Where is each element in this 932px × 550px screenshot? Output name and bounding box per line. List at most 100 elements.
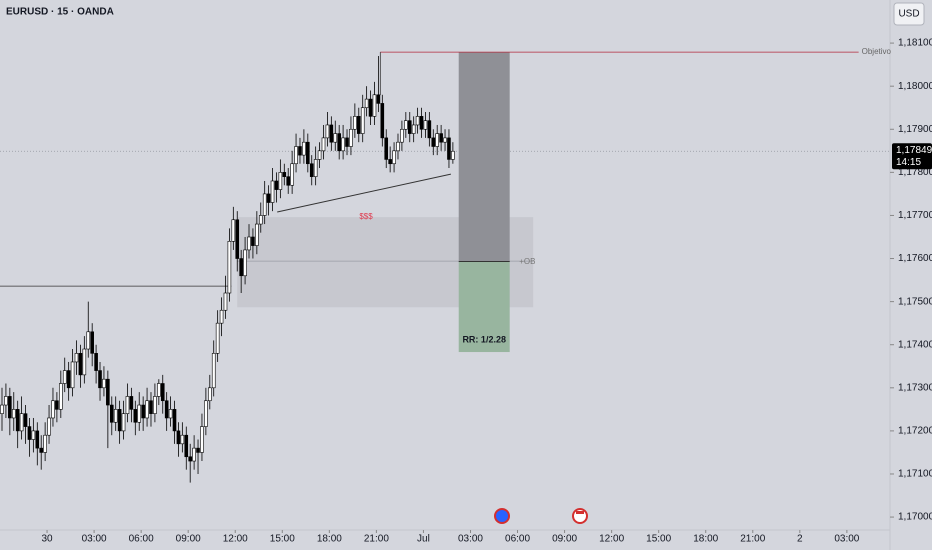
candle-body <box>345 137 349 147</box>
candle-body <box>427 120 432 139</box>
candle-body <box>239 258 243 277</box>
candle-body <box>90 331 94 354</box>
candle-body <box>364 98 369 109</box>
candle-body <box>39 447 44 453</box>
candle-body <box>372 94 377 117</box>
chart-title: EURUSD · 15 · OANDA <box>6 7 114 18</box>
candle-body <box>223 292 228 311</box>
candle-body <box>47 417 51 436</box>
candle-body <box>329 124 334 143</box>
candle-body <box>247 236 251 251</box>
candle-body <box>35 430 40 449</box>
x-tick-label: 21:00 <box>364 534 389 545</box>
candle-body <box>376 94 381 104</box>
candle-body <box>188 456 192 462</box>
candle-body <box>251 236 255 246</box>
candle-body <box>341 137 345 152</box>
candle-body <box>19 413 24 432</box>
x-tick-label: 03:00 <box>834 534 859 545</box>
last-price-box <box>892 143 932 170</box>
candle-body <box>117 409 122 432</box>
candle-body <box>82 348 87 376</box>
candle-body <box>196 447 200 453</box>
candle-body <box>106 378 110 406</box>
event-icon-flag <box>576 511 584 514</box>
candle-body <box>235 219 240 259</box>
candle-body <box>321 137 326 152</box>
candle-body <box>353 116 357 130</box>
candle-body <box>294 146 298 165</box>
candle-body <box>94 353 98 371</box>
candle-body <box>262 193 267 216</box>
candle-body <box>447 137 451 160</box>
y-tick-label: 1,17800 <box>898 167 932 178</box>
candle-body <box>66 370 71 389</box>
candle-body <box>306 141 310 165</box>
candle-body <box>266 193 271 203</box>
candle-body <box>423 120 428 130</box>
candle-body <box>451 150 455 160</box>
x-tick-label: 09:00 <box>176 534 201 545</box>
candle-body <box>278 172 283 190</box>
candle-body <box>129 396 134 410</box>
currency-label[interactable]: USD <box>898 9 919 20</box>
x-tick-label: 12:00 <box>223 534 248 545</box>
countdown-label: 14:15 <box>896 157 921 168</box>
y-tick-label: 1,17200 <box>898 426 932 437</box>
candle-body <box>270 180 275 203</box>
candle-body <box>215 322 220 354</box>
target-label: Objetivo <box>862 47 892 56</box>
candle-body <box>27 426 32 440</box>
currency-button[interactable] <box>893 2 925 26</box>
candle-body <box>255 223 259 246</box>
x-tick-label: 03:00 <box>458 534 483 545</box>
candle-body <box>286 176 291 186</box>
candle-body <box>160 383 165 402</box>
y-tick-label: 1,17700 <box>898 210 932 221</box>
x-tick-label: 21:00 <box>740 534 765 545</box>
candle-body <box>180 434 185 445</box>
candle-body <box>349 128 353 147</box>
candle-body <box>149 400 153 414</box>
y-tick-label: 1,17400 <box>898 339 932 350</box>
candle-body <box>356 116 361 134</box>
candle-body <box>298 146 302 156</box>
candle-body <box>200 426 204 453</box>
event-icon[interactable] <box>494 508 510 524</box>
trendline <box>277 173 451 213</box>
candle-body <box>121 413 126 432</box>
candle-body <box>435 133 439 147</box>
candle-body <box>23 413 28 427</box>
candle-body <box>145 400 149 419</box>
candle-body <box>388 159 392 165</box>
x-tick-label: 03:00 <box>82 534 107 545</box>
candle-body <box>0 404 4 414</box>
candle-body <box>11 409 16 419</box>
candle-body <box>231 219 236 242</box>
x-tick-label: Jul <box>417 534 430 545</box>
candle-body <box>176 430 181 445</box>
ob-label: +OB <box>519 257 535 266</box>
candle-body <box>70 361 75 389</box>
candle-body <box>184 434 189 458</box>
x-tick-label: 18:00 <box>317 534 342 545</box>
candle-body <box>392 150 396 165</box>
candle-body <box>55 400 59 410</box>
last-price-label: 1,17849 <box>896 145 932 156</box>
candle-body <box>302 141 306 156</box>
candle-body <box>313 159 318 177</box>
y-tick-label: 1,17300 <box>898 382 932 393</box>
candle-body <box>380 103 385 139</box>
candle-body <box>411 124 416 134</box>
candle-body <box>43 434 47 453</box>
candle-body <box>274 180 279 190</box>
candle-body <box>172 409 177 432</box>
candle-body <box>98 370 102 389</box>
candle-body <box>74 353 79 363</box>
candle-body <box>396 141 400 152</box>
candle-body <box>243 249 247 277</box>
candle-body <box>15 409 20 432</box>
y-tick-label: 1,17000 <box>898 512 932 523</box>
candle-body <box>204 400 208 427</box>
